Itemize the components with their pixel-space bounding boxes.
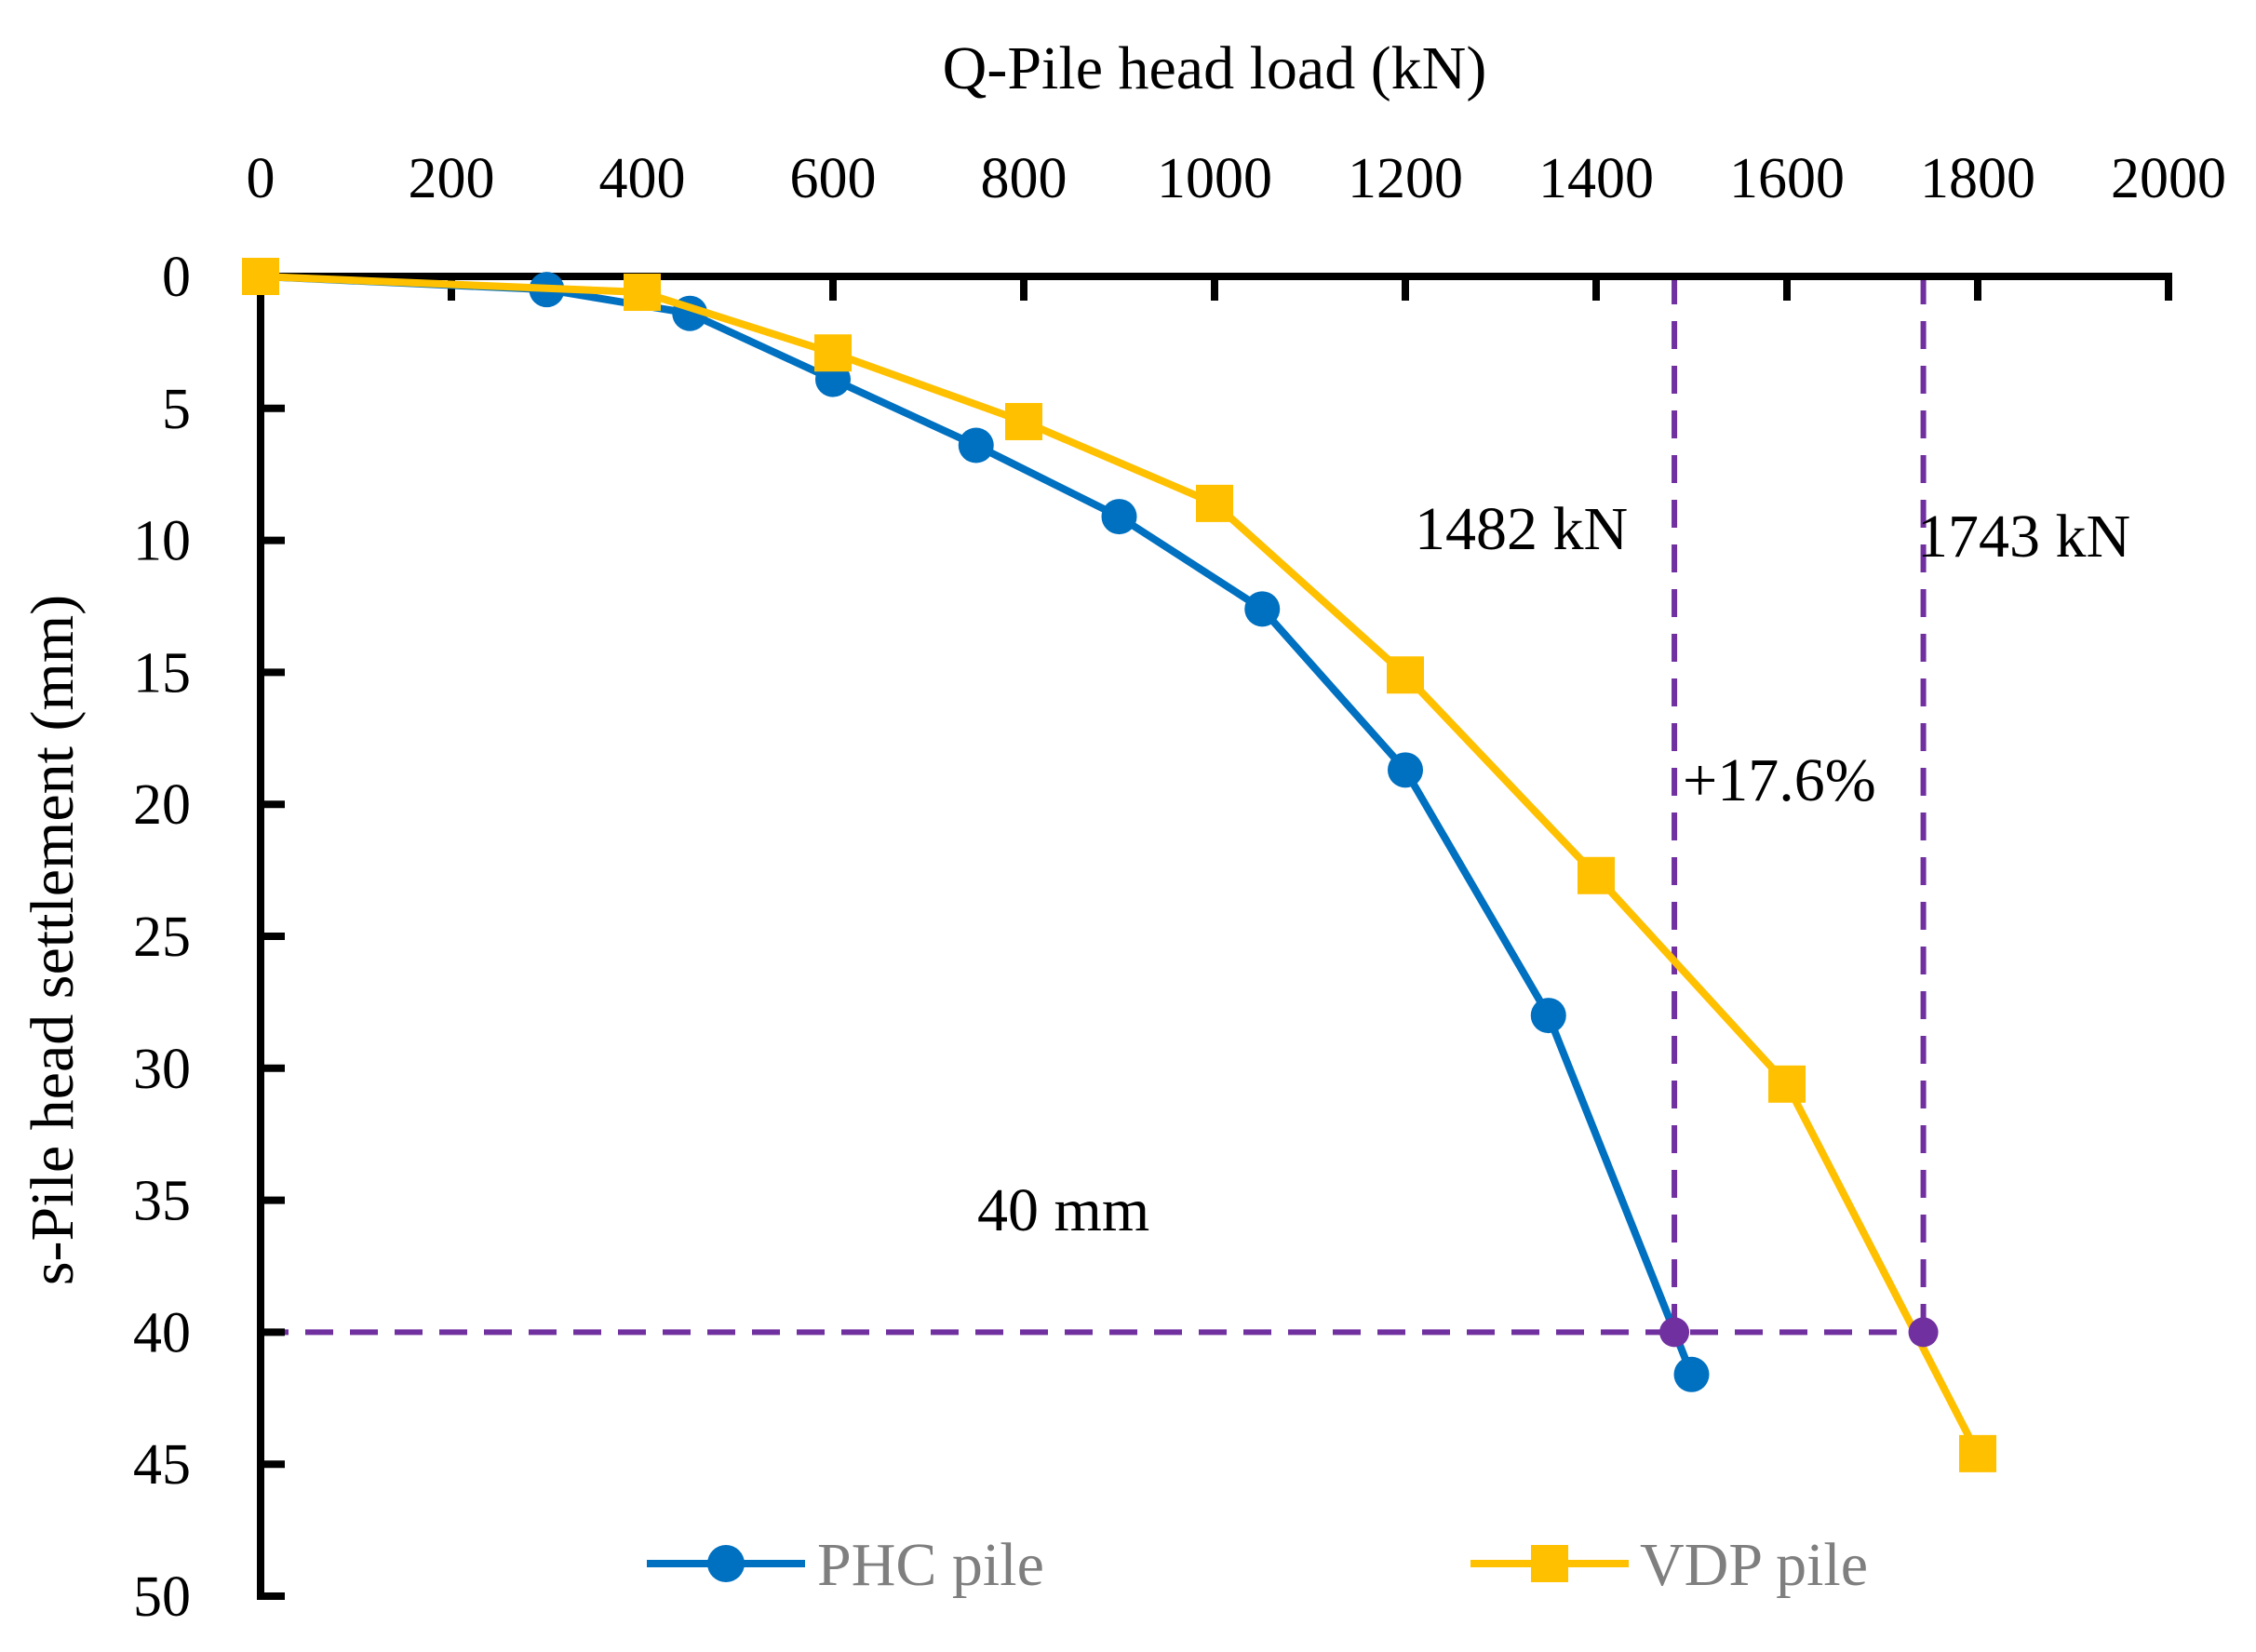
data-point [242, 258, 279, 295]
y-tick-label: 5 [162, 378, 191, 441]
data-point [1388, 752, 1423, 788]
y-tick-label: 50 [133, 1565, 191, 1629]
series-vdp-pile [242, 258, 1996, 1472]
annotation-load-phc: 1482 kN [1415, 495, 1628, 563]
legend: PHC pile VDP pile [647, 1531, 1868, 1599]
reference-point [1659, 1317, 1690, 1348]
data-point [1005, 402, 1042, 440]
series-line [260, 273, 1696, 1377]
y-tick-label: 45 [133, 1433, 191, 1497]
data-point [1578, 856, 1615, 894]
data-point [1387, 656, 1424, 694]
reference-point [1908, 1317, 1939, 1348]
annotation-load-vdp: 1743 kN [1917, 503, 2130, 571]
y-tick-label: 0 [162, 246, 191, 309]
y-tick-label: 35 [133, 1170, 191, 1233]
reference-points [1659, 1317, 1939, 1348]
y-tick-label: 15 [133, 641, 191, 705]
legend-phc-marker [707, 1545, 745, 1582]
data-point [1673, 1356, 1710, 1392]
series-line [260, 273, 1981, 1456]
data-point [1530, 998, 1566, 1034]
data-point [1768, 1065, 1806, 1103]
y-tick-label: 40 [133, 1301, 191, 1364]
annotation-settlement: 40 mm [977, 1176, 1149, 1244]
data-point [1244, 591, 1281, 627]
x-tick-label: 1600 [1729, 147, 1845, 210]
legend-entry-phc: PHC pile [647, 1531, 1044, 1599]
legend-vdp-marker [1531, 1545, 1568, 1582]
y-tick-label: 10 [133, 510, 191, 573]
y-axis-title: s-Pile head settlement (mm) [19, 595, 87, 1285]
data-point [814, 334, 852, 372]
y-axis-ticks: 0 5 10 15 20 25 30 35 40 45 50 [133, 246, 285, 1629]
legend-phc-label: PHC pile [817, 1531, 1044, 1599]
x-tick-label: 400 [599, 147, 686, 210]
x-tick-label: 1200 [1348, 147, 1463, 210]
x-axis-ticks: 0 200 400 600 800 1000 1200 1400 1600 1800 2000 [247, 147, 2226, 301]
y-tick-label: 25 [133, 906, 191, 969]
x-tick-label: 1400 [1538, 147, 1654, 210]
data-point [1196, 484, 1233, 522]
reference-lines [261, 276, 1927, 1336]
legend-vdp-label: VDP pile [1640, 1531, 1868, 1599]
x-tick-label: 200 [409, 147, 495, 210]
data-point [624, 274, 661, 312]
x-tick-label: 800 [981, 147, 1068, 210]
series [242, 258, 1996, 1472]
legend-entry-vdp: VDP pile [1470, 1531, 1868, 1599]
x-tick-label: 600 [790, 147, 877, 210]
y-tick-label: 30 [133, 1038, 191, 1101]
x-axis-title: Q-Pile head load (kN) [943, 34, 1487, 102]
data-point [958, 427, 994, 463]
data-point [1959, 1434, 1996, 1472]
y-tick-label: 20 [133, 773, 191, 837]
series-phc-pile [243, 259, 1710, 1392]
data-point [1101, 499, 1137, 535]
x-tick-label: 1800 [1920, 147, 2035, 210]
x-tick-label: 2000 [2111, 147, 2226, 210]
annotation-increase: +17.6% [1683, 746, 1876, 814]
x-tick-label: 1000 [1157, 147, 1272, 210]
x-tick-label: 0 [247, 147, 275, 210]
